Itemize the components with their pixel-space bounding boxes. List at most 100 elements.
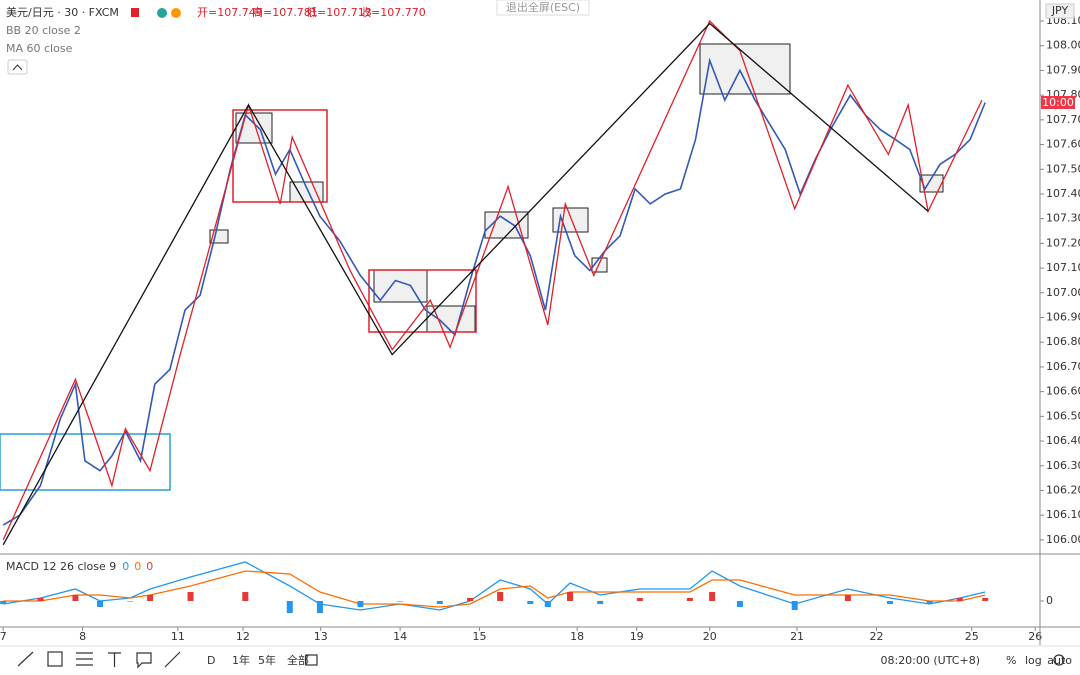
ohlc-close: 收=107.770 xyxy=(360,5,426,19)
histogram-bar xyxy=(97,601,104,607)
exit-fullscreen[interactable]: 退出全屏(ESC) xyxy=(506,0,580,14)
histogram-bar xyxy=(597,601,604,604)
series-line xyxy=(3,570,986,608)
histogram-bar xyxy=(397,601,404,602)
y-tick-label: 107.700 xyxy=(1046,113,1080,126)
histogram-bar xyxy=(636,598,643,601)
option-button[interactable]: auto xyxy=(1047,654,1072,667)
y-tick-label: 106.600 xyxy=(1046,385,1080,398)
histogram-bar xyxy=(956,598,963,601)
y-tick-label: 106.900 xyxy=(1046,311,1080,324)
y-tick-label: 106.700 xyxy=(1046,360,1080,373)
histogram-bar xyxy=(791,601,798,610)
tool-text[interactable] xyxy=(108,652,121,667)
histogram-bar xyxy=(466,598,473,601)
range-button[interactable]: 5年 xyxy=(258,653,276,667)
histogram-bar xyxy=(147,595,154,601)
legend-value: 0 xyxy=(134,560,141,573)
tool-line[interactable] xyxy=(17,651,34,667)
histogram-bar xyxy=(497,592,504,601)
range-button[interactable]: 全部 xyxy=(287,653,309,667)
histogram-bar xyxy=(436,601,443,604)
x-tick-label: 12 xyxy=(236,630,250,643)
range-button[interactable]: 1年 xyxy=(232,653,250,667)
y-tick-label: 107.200 xyxy=(1046,236,1080,249)
plot: 106.000 106.100 106.200 106.300 106.400 106.5… xyxy=(0,14,1080,643)
legend-value: 0 xyxy=(146,560,153,573)
x-tick-label: 25 xyxy=(965,630,979,643)
histogram-bar xyxy=(886,601,893,604)
option-button[interactable]: % xyxy=(1006,654,1016,667)
clock: 08:20:00 (UTC+8) xyxy=(880,654,980,667)
pane-title: MACD 12 26 close 9 xyxy=(6,560,116,573)
price-tag: 10:00 xyxy=(1042,96,1074,109)
y-tick-label: 0 xyxy=(1046,594,1053,607)
x-tick-label: 20 xyxy=(703,630,717,643)
histogram-bar xyxy=(736,601,743,607)
tool-ray[interactable] xyxy=(164,651,181,668)
histogram-bar xyxy=(982,598,989,601)
currency-box xyxy=(1045,3,1075,19)
x-tick-label: 26 xyxy=(1028,630,1042,643)
collapse-button[interactable] xyxy=(7,59,28,75)
y-tick-label: 107.600 xyxy=(1046,138,1080,151)
tool-note[interactable] xyxy=(136,652,152,669)
x-tick-label: 15 xyxy=(473,630,487,643)
y-tick-label: 106.500 xyxy=(1046,409,1080,422)
legend-value: 0 xyxy=(122,560,129,573)
icon xyxy=(157,8,167,18)
pattern-boxes xyxy=(209,43,944,333)
y-tick-label: 106.800 xyxy=(1046,335,1080,348)
histogram-bar xyxy=(0,601,7,604)
range-button[interactable]: D xyxy=(207,654,215,667)
x-tick-label: 13 xyxy=(314,630,328,643)
histogram-bar xyxy=(187,592,194,601)
y-tick-label: 106.400 xyxy=(1046,434,1080,447)
y-tick-label: 107.000 xyxy=(1046,286,1080,299)
histogram-bar xyxy=(127,601,134,602)
x-tick-label: 8 xyxy=(79,630,86,643)
y-tick-label: 106.300 xyxy=(1046,459,1080,472)
icon xyxy=(171,8,181,18)
indicator-label: MA 60 close xyxy=(6,42,73,55)
ohlc-high: 高=107.781 xyxy=(252,5,318,19)
x-tick-label: 14 xyxy=(393,630,407,643)
y-tick-label: 108.000 xyxy=(1046,39,1080,52)
histogram-bar xyxy=(242,592,249,601)
histogram-bar xyxy=(357,601,364,607)
histogram-bar xyxy=(316,601,323,613)
histogram-bar xyxy=(544,601,551,607)
histogram-bar xyxy=(286,601,293,613)
histogram-bar xyxy=(926,601,933,604)
symbol: 美元/日元 · 30 · FXCM xyxy=(6,6,119,19)
price-tag-box xyxy=(1041,96,1075,109)
tool-rect[interactable] xyxy=(47,651,63,667)
series-line xyxy=(3,561,986,611)
ohlc-low: 低=107.713 xyxy=(306,6,372,19)
y-tick-label: 107.100 xyxy=(1046,261,1080,274)
series-line xyxy=(2,19,983,541)
box xyxy=(699,43,791,95)
collapse-icon xyxy=(12,64,23,71)
histogram-bar xyxy=(709,592,716,601)
histogram-bar xyxy=(844,595,851,601)
option-button[interactable]: log xyxy=(1025,654,1042,667)
exit-fullscreen-button[interactable] xyxy=(496,0,590,16)
y-tick-label: 106.100 xyxy=(1046,508,1080,521)
y-tick-label: 106.200 xyxy=(1046,483,1080,496)
y-tick-label: 107.900 xyxy=(1046,63,1080,76)
series-line xyxy=(2,22,929,546)
red-box xyxy=(368,269,477,333)
blue-box xyxy=(0,433,171,491)
tool-fib[interactable] xyxy=(76,652,93,666)
x-tick-label: 21 xyxy=(790,630,804,643)
x-tick-label: 22 xyxy=(869,630,883,643)
drawing-tools xyxy=(17,651,1065,669)
indicator-label: BB 20 close 2 xyxy=(6,24,81,37)
x-tick-label: 18 xyxy=(570,630,584,643)
histogram-bar xyxy=(37,598,44,601)
settings-icon[interactable] xyxy=(1053,654,1065,666)
date-range-icon[interactable] xyxy=(305,654,318,666)
